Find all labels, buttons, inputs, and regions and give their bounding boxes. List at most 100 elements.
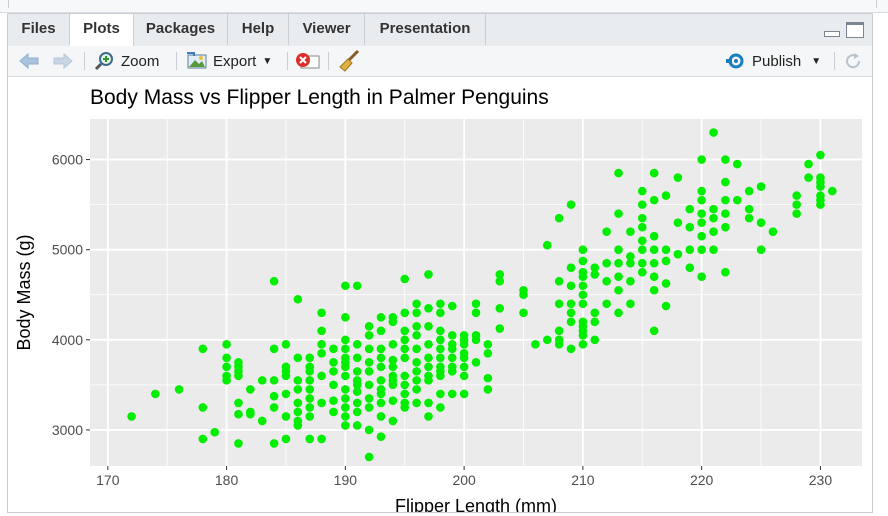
data-point — [661, 279, 671, 288]
tab-files[interactable]: Files — [8, 14, 70, 45]
data-point — [816, 150, 825, 160]
data-point — [364, 358, 374, 367]
data-point — [649, 326, 659, 336]
data-point — [412, 398, 421, 408]
data-point — [400, 326, 410, 336]
data-point — [471, 299, 481, 309]
data-point — [424, 321, 433, 331]
data-point — [602, 276, 611, 286]
data-point — [341, 385, 350, 394]
clear-all-plots-button[interactable] — [338, 50, 360, 72]
data-point — [697, 155, 706, 164]
data-point — [614, 285, 623, 295]
data-point — [364, 344, 374, 354]
data-point — [685, 204, 695, 214]
data-point — [412, 376, 421, 385]
data-points — [127, 128, 837, 462]
data-point — [424, 371, 433, 381]
data-point — [614, 209, 623, 218]
data-point — [804, 173, 813, 182]
data-point — [352, 367, 362, 376]
data-point — [792, 209, 801, 218]
data-point — [637, 200, 647, 209]
publish-icon — [726, 53, 744, 69]
publish-label: Publish — [752, 52, 802, 70]
plot-viewer: Body Mass vs Flipper Length in Palmer Pe… — [8, 77, 872, 512]
data-point — [566, 299, 576, 309]
data-point — [554, 213, 564, 223]
data-point — [578, 340, 588, 349]
data-point — [352, 281, 362, 291]
back-button[interactable] — [18, 50, 40, 72]
data-point — [376, 398, 386, 408]
data-point — [341, 281, 350, 291]
data-point — [436, 344, 445, 354]
data-point — [305, 412, 315, 421]
tab-plots[interactable]: Plots — [70, 14, 134, 46]
data-point — [281, 340, 291, 349]
data-point — [495, 276, 505, 286]
minimize-pane-button[interactable] — [824, 31, 840, 37]
data-point — [317, 398, 326, 408]
data-point — [590, 270, 600, 279]
data-point — [578, 245, 588, 254]
data-point — [246, 385, 255, 394]
data-point — [471, 308, 481, 318]
toolbar-divider — [287, 52, 288, 70]
tab-packages[interactable]: Packages — [134, 14, 228, 45]
data-point — [447, 301, 457, 311]
tab-help[interactable]: Help — [228, 14, 289, 45]
data-point — [341, 403, 350, 412]
data-point — [554, 276, 564, 286]
data-point — [364, 394, 374, 403]
toolbar-divider — [176, 52, 177, 70]
data-point — [317, 434, 326, 444]
data-point — [697, 231, 706, 241]
x-axis-label: Flipper Length (mm) — [395, 496, 557, 512]
refresh-button[interactable] — [843, 50, 863, 72]
data-point — [483, 340, 493, 349]
data-point — [495, 324, 505, 333]
data-point — [234, 358, 243, 367]
data-point — [412, 299, 421, 309]
data-point — [792, 200, 801, 209]
data-point — [388, 355, 398, 365]
data-point — [566, 308, 576, 318]
data-point — [388, 371, 398, 381]
zoom-button[interactable]: Zoom — [94, 50, 159, 72]
data-point — [673, 249, 683, 259]
data-point — [673, 173, 683, 182]
data-point — [341, 394, 350, 403]
x-tick-label: 200 — [452, 472, 476, 488]
publish-button[interactable]: Publish ▼ — [724, 50, 821, 72]
data-point — [305, 403, 315, 412]
data-point — [721, 195, 730, 205]
data-point — [293, 416, 303, 426]
data-point — [127, 412, 136, 421]
tab-presentation[interactable]: Presentation — [365, 14, 486, 45]
data-point — [388, 396, 398, 405]
top-edge-strip — [0, 0, 888, 13]
data-point — [329, 344, 338, 354]
data-point — [614, 308, 623, 318]
data-point — [673, 218, 683, 227]
data-point — [222, 371, 231, 381]
data-point — [341, 353, 350, 363]
x-tick-label: 230 — [809, 472, 833, 488]
forward-button[interactable] — [52, 50, 74, 72]
tab-viewer[interactable]: Viewer — [289, 14, 365, 45]
data-point — [436, 389, 445, 399]
data-point — [519, 308, 528, 318]
data-point — [305, 434, 315, 444]
maximize-pane-button[interactable] — [846, 22, 864, 38]
data-point — [317, 349, 326, 358]
export-button[interactable]: Export ▼ — [186, 50, 272, 72]
data-point — [400, 380, 410, 390]
data-point — [341, 371, 350, 381]
data-point — [661, 256, 671, 266]
data-point — [388, 312, 398, 322]
data-point — [709, 128, 718, 137]
data-point — [341, 312, 350, 322]
remove-plot-button[interactable] — [295, 50, 321, 72]
data-point — [756, 218, 766, 227]
